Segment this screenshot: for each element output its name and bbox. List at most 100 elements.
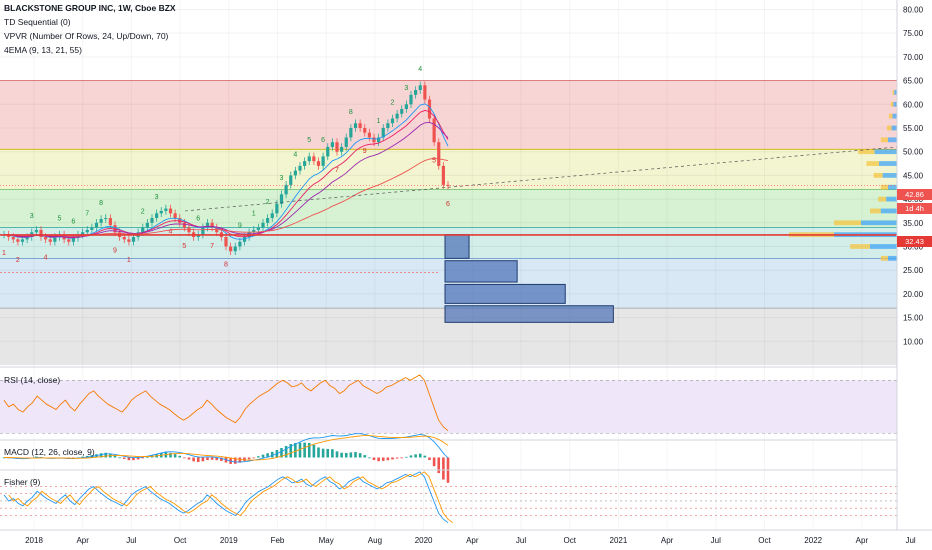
candle-body (242, 237, 247, 242)
macd-histogram-bar (354, 452, 357, 458)
time-tick-label: Apr (76, 536, 89, 545)
macd-histogram-bar (243, 457, 246, 462)
td-label: 9 (363, 148, 367, 155)
time-tick-label: Jul (516, 536, 526, 545)
td-label: 7 (335, 167, 339, 174)
candle-body (330, 142, 334, 147)
candle-body (94, 222, 99, 228)
macd-histogram-bar (395, 457, 399, 459)
trend-line (184, 146, 898, 212)
candle-body (390, 118, 395, 124)
rsi-pane: 60.0040.00 (0, 366, 932, 434)
macd-histogram-bar (423, 455, 427, 458)
td-sequential-legend[interactable]: TD Sequential (0) (4, 17, 71, 27)
macd-histogram-bar (358, 453, 362, 458)
macd-histogram-bar (303, 442, 306, 458)
td-label: 2 (141, 208, 145, 215)
candle-body (53, 237, 57, 242)
candle-body (432, 118, 436, 143)
symbol-title: BLACKSTONE GROUP INC, 1W, Cboe BZX (4, 3, 176, 13)
macd-histogram-bar (81, 456, 84, 458)
macd-histogram-bar (233, 457, 237, 464)
candle-body (201, 227, 205, 235)
price-tick-label: 20.00 (903, 290, 924, 299)
macd-histogram-bar (178, 455, 182, 458)
time-tick-label: Apr (856, 536, 869, 545)
ema-legend[interactable]: 4EMA (9, 13, 21, 55) (4, 45, 82, 55)
vpvr-up-bar (874, 149, 897, 155)
candle-body (404, 104, 408, 110)
candle-body (178, 218, 182, 223)
macd-histogram-bar (127, 457, 131, 461)
candle-body (377, 137, 381, 143)
candle-body (386, 123, 390, 128)
td-label: 6 (71, 219, 75, 226)
macd-histogram-bar (349, 452, 353, 458)
candle-body (441, 165, 445, 185)
macd-histogram-bar (261, 454, 265, 458)
td-label: 1 (252, 211, 256, 218)
zone-red (0, 80, 897, 150)
candle-body (275, 203, 279, 214)
vpvr-up-bar (888, 255, 897, 261)
macd-histogram-bar (229, 457, 232, 464)
vpvr-up-bar (880, 208, 897, 214)
macd-histogram-bar (372, 457, 376, 461)
fisher-trigger-line (8, 471, 453, 524)
vpvr-legend[interactable]: VPVR (Number Of Rows, 24, Up/Down, 70) (4, 31, 169, 41)
candle-body (155, 213, 159, 219)
macd-histogram-bar (432, 457, 436, 467)
forecast-box (444, 234, 470, 259)
candle-body (344, 137, 348, 147)
td-label: 4 (169, 229, 173, 236)
candle-body (20, 239, 25, 242)
vpvr-down-bar (880, 137, 888, 143)
td-label: 4 (418, 66, 422, 73)
candle-body (284, 184, 288, 195)
time-axis[interactable]: 2018 Apr Jul Oct 2019 Feb May Aug 2020 Apr Jul Oct 2… (0, 529, 932, 550)
macd-histogram-bar (113, 455, 117, 458)
forecast-box (444, 260, 518, 283)
candle-body (44, 237, 48, 240)
signal-line (4, 435, 449, 461)
price-tick-label: 15.00 (903, 314, 924, 323)
vpvr-down-bar (880, 255, 888, 261)
vpvr-down-bar (892, 90, 895, 95)
price-tick-label: 55.00 (903, 124, 924, 133)
macd-histogram-bar (141, 457, 145, 459)
candle-body (173, 213, 177, 219)
td-label: 5 (307, 137, 311, 144)
td-label: 8 (224, 262, 228, 269)
vpvr-down-bar (887, 125, 892, 131)
macd-histogram-bar (252, 457, 256, 459)
fisher-title[interactable]: Fisher (9) (4, 477, 41, 487)
candle-body (381, 127, 385, 138)
candle-body (340, 146, 344, 152)
macd-title[interactable]: MACD (12, 26, close, 9) (4, 447, 95, 457)
candle-body (298, 165, 302, 171)
vpvr-down-bar (880, 184, 888, 190)
time-tick-label: Oct (563, 536, 576, 545)
time-tick-label: Apr (661, 536, 674, 545)
candle-body (48, 239, 52, 242)
macd-histogram-bar (368, 457, 371, 459)
candle-body (25, 237, 29, 240)
rsi-title[interactable]: RSI (14, close) (4, 375, 61, 385)
price-axis[interactable]: 80.00 75.00 70.00 65.00 60.00 55.00 50.00 45.00… (896, 0, 932, 530)
macd-histogram-bar (418, 453, 422, 458)
candle-body (418, 85, 422, 91)
candle-body (321, 156, 325, 166)
candle-body (349, 127, 353, 138)
price-tick-label: 50.00 (903, 148, 924, 157)
candle-body (196, 234, 200, 238)
vpvr-up-bar (894, 90, 897, 95)
candle-body (16, 239, 20, 242)
macd-histogram-bar (386, 457, 390, 461)
time-tick-label: Jul (905, 536, 915, 545)
macd-histogram-bar (146, 456, 149, 458)
macd-histogram-bar (247, 457, 251, 460)
candle-body (187, 227, 191, 233)
macd-histogram-bar (238, 457, 242, 463)
candle-body (266, 218, 270, 223)
